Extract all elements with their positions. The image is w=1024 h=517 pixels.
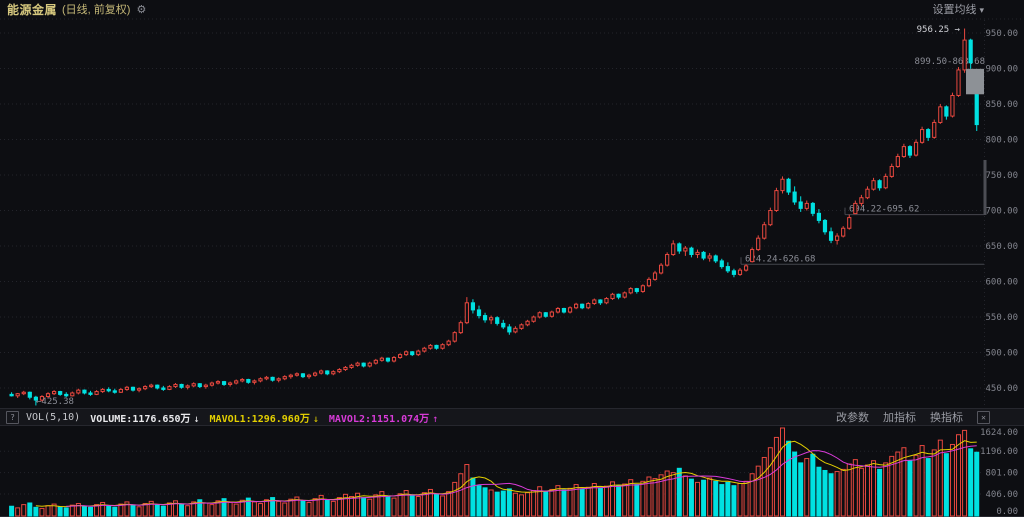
help-icon[interactable]: ? xyxy=(6,410,19,424)
change-params-button[interactable]: 改参数 xyxy=(836,412,869,424)
chart-header: 能源金属 (日线, 前复权) ⚙ 设置均线 ▾ xyxy=(0,0,1024,18)
volume-value: VOLUME:1176.650万 ↓ xyxy=(90,413,200,425)
ma-settings-button[interactable]: 设置均线 ▾ xyxy=(932,4,984,16)
price-axis-label: 900.00 xyxy=(985,65,1018,75)
gap-annotation: 624.24-626.68 xyxy=(745,254,815,264)
instrument-title: 能源金属 xyxy=(7,2,58,17)
price-axis-label: 850.00 xyxy=(985,100,1018,110)
gap-annotation: 899.50-863.68 xyxy=(915,57,985,67)
price-axis-label: 650.00 xyxy=(985,242,1018,252)
chevron-down-icon: ▾ xyxy=(979,5,984,15)
volume-series xyxy=(9,427,980,517)
mavol2-direction-icon: ↑ xyxy=(432,413,439,425)
price-axis-label: 550.00 xyxy=(985,313,1018,323)
volume-axis-label: 1624.00 xyxy=(980,428,1018,438)
volume-direction-icon: ↓ xyxy=(193,413,200,425)
price-axis-label: 950.00 xyxy=(985,29,1018,39)
price-axis-label: 700.00 xyxy=(985,207,1018,217)
volume-axis-label: 801.00 xyxy=(985,469,1018,479)
candlestick-series xyxy=(9,28,979,406)
price-chart-canvas[interactable]: 950.00 900.00 850.00 800.00 750.00 700.00 650.… xyxy=(0,18,1024,408)
switch-indicator-button[interactable]: 换指标 xyxy=(930,412,963,424)
volume-axis-label: 0.00 xyxy=(996,507,1018,517)
gap-annotation: 694.22-695.62 xyxy=(849,205,919,215)
price-axis-label: 500.00 xyxy=(985,349,1018,359)
indicator-name[interactable]: VOL(5,10) xyxy=(26,411,81,423)
mavol2-line xyxy=(66,445,977,507)
volume-chart-canvas[interactable]: 1624.00 1196.00 801.00 406.00 0.00 xyxy=(0,426,1024,517)
mavol1-direction-icon: ↓ xyxy=(312,413,319,425)
volume-axis-label: 1196.00 xyxy=(980,447,1018,457)
axis-scrollbar-thumb[interactable] xyxy=(983,160,987,215)
price-axis-label: 600.00 xyxy=(985,278,1018,288)
mavol1-value: MAVOL1:1296.960万 ↓ xyxy=(209,413,319,425)
volume-axis-label: 406.00 xyxy=(985,490,1018,500)
peak-price-annotation: 956.25 → xyxy=(917,25,961,35)
indicator-toolbar: ? VOL(5,10) VOLUME:1176.650万 ↓ MAVOL1:129… xyxy=(0,408,1024,426)
price-axis-label: 450.00 xyxy=(985,384,1018,394)
add-indicator-button[interactable]: 加指标 xyxy=(883,412,916,424)
mavol2-value: MAVOL2:1151.074万 ↑ xyxy=(328,413,439,425)
price-axis-label: 800.00 xyxy=(985,136,1018,146)
gap-zone-box xyxy=(966,68,984,95)
gear-icon[interactable]: ⚙ xyxy=(136,3,147,16)
price-axis-label: 750.00 xyxy=(985,171,1018,181)
min-price-annotation: ←425.38 xyxy=(36,397,74,407)
mavol1-line xyxy=(35,440,977,508)
close-indicator-icon[interactable]: ✕ xyxy=(977,410,990,424)
chart-period-label: (日线, 前复权) xyxy=(62,4,131,16)
